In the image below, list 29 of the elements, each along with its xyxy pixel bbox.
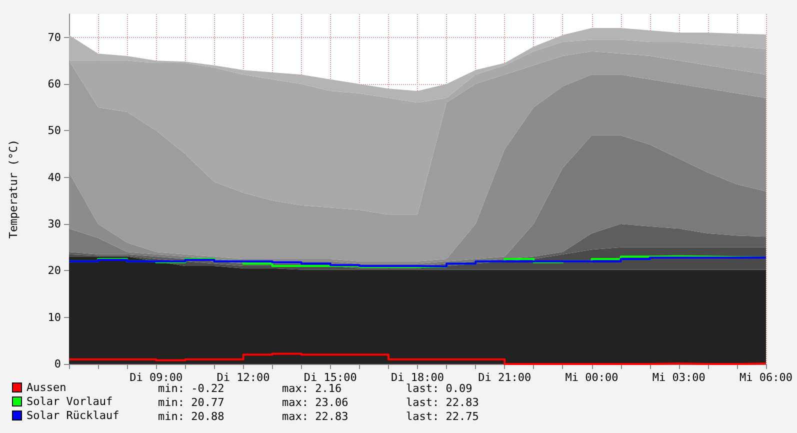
text: min: -0.22 [158,382,224,395]
x-tick-label: Mi 00:00 [565,371,618,384]
text: last: 22.83 [406,396,479,409]
x-tick-label: Mi 03:00 [652,371,706,384]
x-tick-label: Di 12:00 [216,371,270,384]
text: last: 0.09 [406,382,472,395]
y-tick-label: 60 [48,78,61,90]
y-tick-label: 50 [48,124,61,138]
y-tick-label: 0 [54,358,61,370]
text: last: 22.75 [406,410,479,423]
y-tick-label: 10 [48,310,61,324]
x-tick-label: Di 18:00 [391,371,444,384]
text: min: 20.88 [158,410,224,423]
x-tick-label: Di 21:00 [478,371,532,384]
y-tick-label: 70 [48,30,61,44]
y-axis-title: Temperatur (°C) [7,139,20,239]
x-tick-label: Di 09:00 [130,371,183,384]
text: min: 20.77 [158,396,224,409]
text: max: 22.83 [282,410,348,423]
y-tick-label: 40 [48,170,61,184]
x-tick-label: Di 15:00 [304,371,357,384]
x-tick-label: Mi 06:00 [740,371,792,384]
legend-label: Solar Rücklauf [26,409,120,422]
text: max: 23.06 [282,396,348,409]
text: max: 2.16 [282,382,342,395]
legend-label: Solar Vorlauf [26,395,113,408]
y-tick-label: 30 [48,218,61,230]
legend-label: Aussen [26,381,66,394]
y-tick-label: 20 [48,264,61,278]
